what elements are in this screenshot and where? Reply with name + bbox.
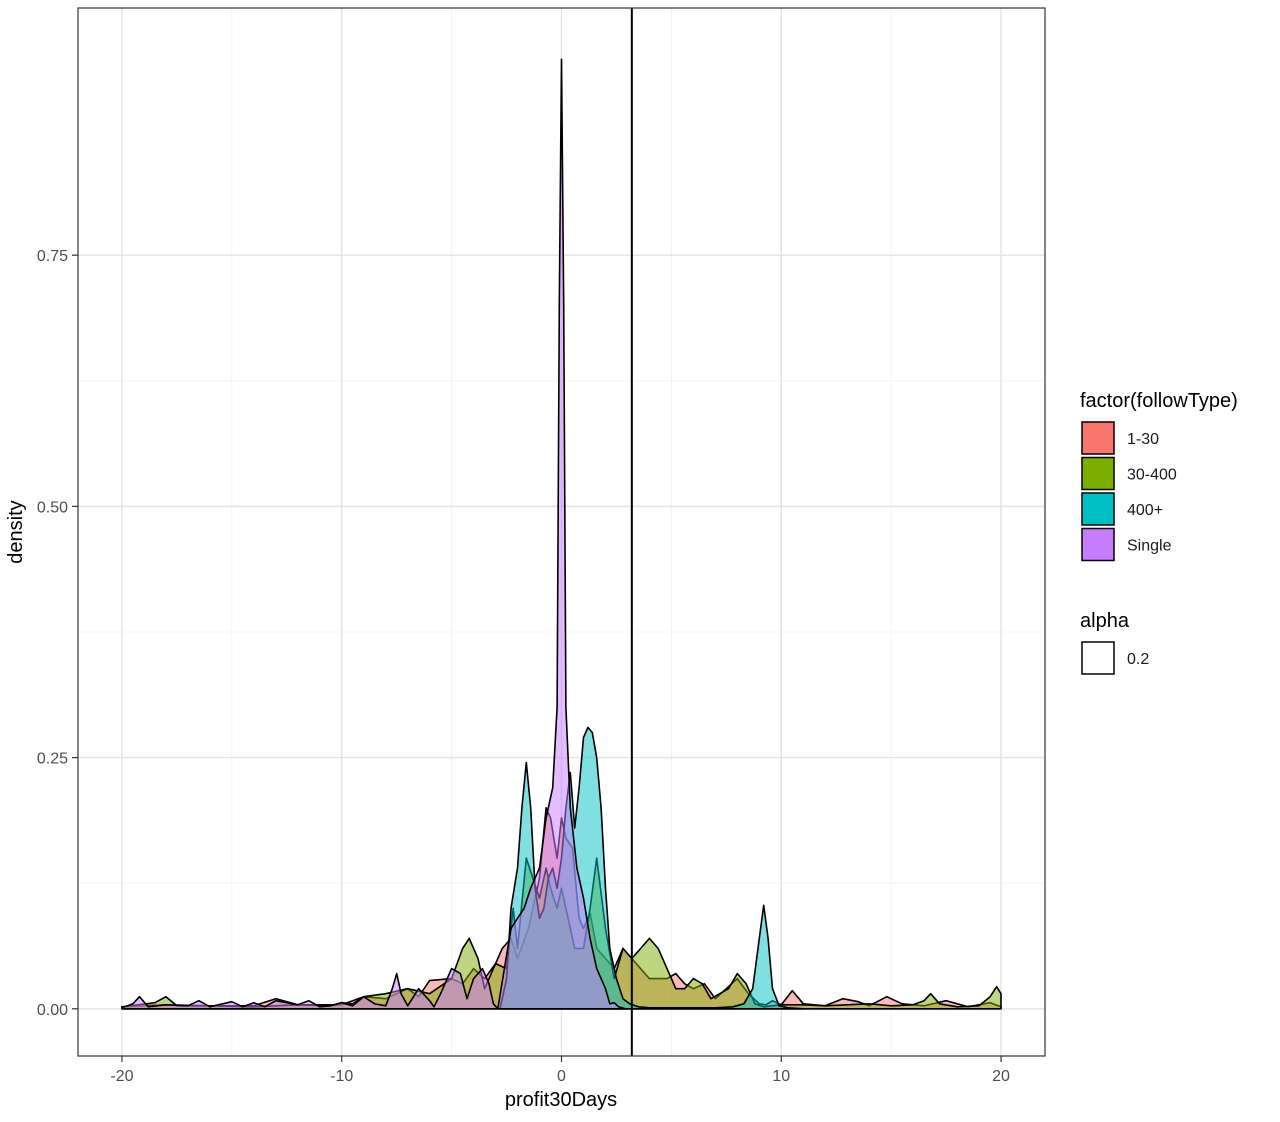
legend-key-1-30 xyxy=(1081,421,1115,455)
legend-key-30-400 xyxy=(1081,456,1115,491)
y-tick-label: 0.25 xyxy=(37,751,68,768)
x-tick-label: -20 xyxy=(110,1068,133,1085)
y-axis-ticks: 0.00 0.25 0.50 0.75 xyxy=(37,248,78,1019)
legend-label-400-: 400+ xyxy=(1127,502,1163,519)
y-axis-title: density xyxy=(5,500,27,563)
x-tick-label: 20 xyxy=(992,1068,1010,1085)
legend: factor(followType) 1-3030-400400+Single … xyxy=(1080,390,1238,675)
x-axis-ticks: -20 -10 0 10 20 xyxy=(110,1056,1010,1085)
legend-key-single xyxy=(1081,527,1115,562)
x-tick-label: -10 xyxy=(330,1068,353,1085)
legend-fill-items: 1-30 30-400 400+ Single xyxy=(1081,421,1177,562)
y-tick-label: 0.00 xyxy=(37,1002,68,1019)
legend-label-1-30: 1-30 xyxy=(1127,431,1159,448)
x-tick-label: 0 xyxy=(557,1068,566,1085)
x-axis-title: profit30Days xyxy=(505,1089,617,1111)
legend-alpha-key xyxy=(1081,641,1115,675)
y-tick-label: 0.75 xyxy=(37,248,68,265)
x-tick-label: 10 xyxy=(772,1068,790,1085)
legend-key-400- xyxy=(1081,492,1115,526)
y-tick-label: 0.50 xyxy=(37,499,68,516)
legend-fill-title: factor(followType) xyxy=(1080,390,1238,412)
legend-alpha-label: 0.2 xyxy=(1127,651,1149,668)
legend-label-30-400: 30-400 xyxy=(1127,467,1177,484)
series-layer xyxy=(121,58,1002,1010)
legend-label-single: Single xyxy=(1127,538,1172,555)
density-area-single xyxy=(121,58,626,1010)
legend-alpha-title: alpha xyxy=(1080,610,1130,632)
